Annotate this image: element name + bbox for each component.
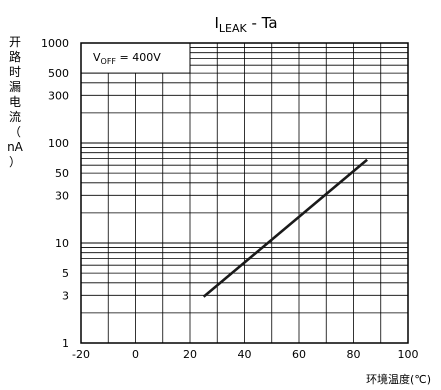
chart-title: ILEAK - Ta: [214, 14, 277, 35]
x-tick-label: 20: [183, 348, 197, 361]
y-axis-title-char: 流: [9, 110, 21, 124]
y-axis-ticks: 1 3 5 10 30 50 100 300 500 1000: [41, 37, 69, 350]
x-tick-label: -20: [72, 348, 90, 361]
y-axis-title-char: 漏: [9, 80, 21, 94]
y-tick-label: 5: [62, 267, 69, 280]
y-tick-label: 30: [55, 189, 69, 202]
x-tick-label: 80: [347, 348, 361, 361]
y-tick-label: 500: [48, 67, 69, 80]
x-tick-label: 60: [292, 348, 306, 361]
y-axis-title-char: （: [9, 125, 21, 139]
y-tick-label: 300: [48, 89, 69, 102]
y-axis-title-char: 路: [9, 49, 21, 64]
y-axis-title-char: nA: [7, 140, 24, 154]
annotation-rest: = 400V: [116, 51, 161, 64]
y-axis-title-char: 开: [9, 35, 21, 49]
y-axis-title-char: 电: [9, 95, 21, 109]
y-tick-label: 10: [55, 237, 69, 250]
y-axis-title-char: ）: [9, 155, 21, 169]
y-tick-label: 1: [62, 337, 69, 350]
x-axis-ticks: -20 0 20 40 60 80 100: [72, 348, 418, 361]
x-tick-label: 100: [398, 348, 419, 361]
annotation-box: VOFF = 400V: [80, 42, 191, 74]
y-tick-label: 100: [48, 137, 69, 150]
title-rest: - Ta: [247, 14, 278, 32]
plot-frame: [80, 42, 409, 344]
series-group: [202, 158, 368, 298]
title-sub: LEAK: [219, 22, 248, 35]
x-axis-title: 环境温度(℃): [366, 372, 431, 386]
y-tick-label: 50: [55, 167, 69, 180]
x-tick-label: 0: [132, 348, 139, 361]
annotation-main: V: [93, 51, 101, 64]
y-tick-label: 1000: [41, 37, 69, 50]
annotation-label: VOFF = 400V: [93, 51, 161, 66]
y-axis-title-char: 时: [9, 65, 21, 79]
y-tick-label: 3: [62, 289, 69, 302]
series-line: [202, 158, 368, 298]
x-tick-label: 40: [238, 348, 252, 361]
title-main: I: [214, 14, 218, 32]
annotation-sub: OFF: [101, 57, 117, 66]
grid-lines: [80, 43, 409, 344]
